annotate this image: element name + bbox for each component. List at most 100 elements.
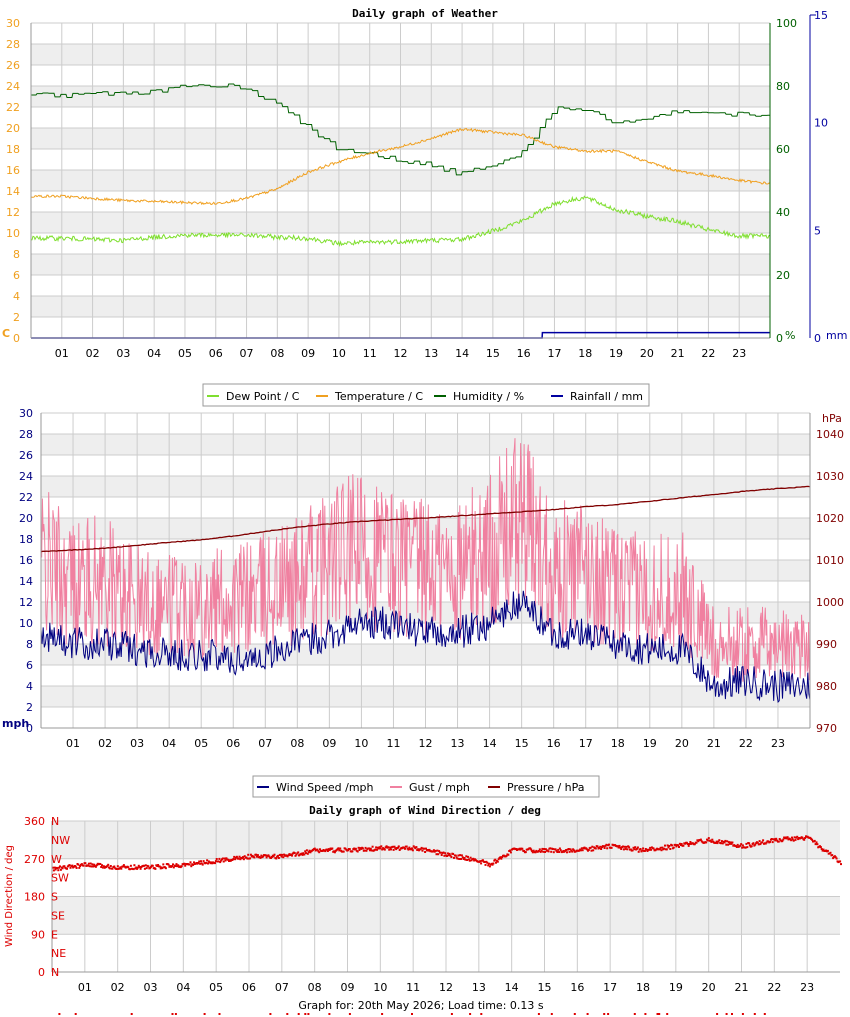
humidity-tick: 60 <box>776 143 790 156</box>
degree-tick: 0 <box>38 966 45 979</box>
direction-point <box>116 865 119 868</box>
direction-point <box>119 866 122 869</box>
direction-point <box>813 839 816 842</box>
direction-point <box>324 850 327 853</box>
direction-point <box>678 846 680 848</box>
rainfall-tick: 15 <box>814 9 828 22</box>
x-tick-label: 13 <box>472 981 486 994</box>
direction-point <box>374 848 377 851</box>
temperature-tick: 18 <box>6 143 20 156</box>
bottom-dot <box>753 1013 756 1015</box>
direction-point <box>255 853 258 856</box>
direction-point <box>363 849 366 852</box>
direction-point <box>452 853 455 855</box>
direction-point <box>101 864 103 867</box>
bottom-dot <box>666 1013 669 1015</box>
x-tick-label: 21 <box>735 981 749 994</box>
degree-tick: 360 <box>24 815 45 828</box>
direction-point <box>572 848 575 851</box>
direction-point <box>599 845 602 848</box>
bottom-dot <box>573 1013 576 1015</box>
direction-point <box>663 847 666 850</box>
direction-point <box>139 867 142 870</box>
mph-tick: 0 <box>26 722 33 735</box>
direction-point <box>531 851 534 854</box>
direction-point <box>356 850 359 853</box>
direction-point <box>693 843 696 846</box>
direction-point <box>775 837 778 840</box>
direction-point <box>143 864 146 867</box>
direction-point <box>578 849 581 852</box>
direction-point <box>544 851 547 853</box>
bottom-dot <box>658 1013 661 1015</box>
direction-point <box>305 852 307 855</box>
bottom-dot <box>130 1013 133 1015</box>
direction-point <box>625 845 628 848</box>
direction-point <box>521 847 524 850</box>
direction-point <box>637 850 640 853</box>
direction-point <box>105 866 108 869</box>
direction-point <box>711 838 714 841</box>
direction-point <box>558 851 561 853</box>
mph-unit-label: mph <box>2 717 29 730</box>
direction-point <box>188 863 191 866</box>
direction-points <box>52 835 842 872</box>
direction-point <box>650 848 652 851</box>
degree-tick: 90 <box>31 928 45 941</box>
direction-point <box>57 869 60 872</box>
direction-point <box>111 867 114 870</box>
direction-point <box>449 854 452 857</box>
x-tick-label: 09 <box>322 737 336 750</box>
hpa-unit-label: hPa <box>822 412 842 425</box>
chart-title: Daily graph of Weather <box>352 7 498 20</box>
direction-point <box>819 846 822 849</box>
direction-point <box>63 865 66 868</box>
direction-point <box>671 844 673 847</box>
mph-tick: 30 <box>19 407 33 420</box>
direction-point <box>78 866 81 869</box>
direction-point <box>369 847 372 850</box>
direction-point <box>450 856 453 858</box>
humidity-unit-label: % <box>785 329 795 342</box>
direction-point <box>501 856 504 859</box>
x-tick-label: 04 <box>176 981 190 994</box>
direction-point <box>556 851 559 853</box>
temperature-tick: 4 <box>13 290 20 303</box>
direction-point <box>544 848 547 851</box>
direction-point <box>592 849 595 852</box>
direction-point <box>672 846 675 849</box>
direction-point <box>530 848 533 851</box>
direction-point <box>304 850 307 853</box>
direction-point <box>407 848 410 851</box>
direction-point <box>466 859 469 861</box>
direction-point <box>748 842 751 845</box>
direction-point <box>115 868 118 870</box>
direction-point <box>333 851 336 854</box>
direction-point <box>752 842 755 845</box>
direction-point <box>636 847 638 850</box>
direction-point <box>95 864 98 867</box>
direction-point <box>538 848 541 851</box>
direction-point <box>573 849 575 852</box>
direction-point <box>769 840 772 843</box>
x-tick-label: 11 <box>406 981 420 994</box>
legend-label: Rainfall / mm <box>570 390 643 403</box>
direction-point <box>666 844 669 847</box>
direction-point <box>668 845 671 847</box>
direction-point <box>127 866 130 869</box>
direction-point <box>385 845 388 848</box>
direction-point <box>371 845 374 848</box>
compass-tick: N <box>51 966 59 979</box>
direction-point <box>608 843 610 846</box>
direction-point <box>198 860 201 863</box>
x-tick-label: 17 <box>547 347 561 360</box>
bottom-dots <box>58 1013 766 1015</box>
direction-point <box>172 866 175 869</box>
direction-point <box>347 849 350 852</box>
direction-point <box>699 838 702 841</box>
direction-point <box>726 840 729 843</box>
direction-point <box>118 867 121 870</box>
direction-point <box>383 848 386 851</box>
bottom-dot <box>741 1013 744 1015</box>
